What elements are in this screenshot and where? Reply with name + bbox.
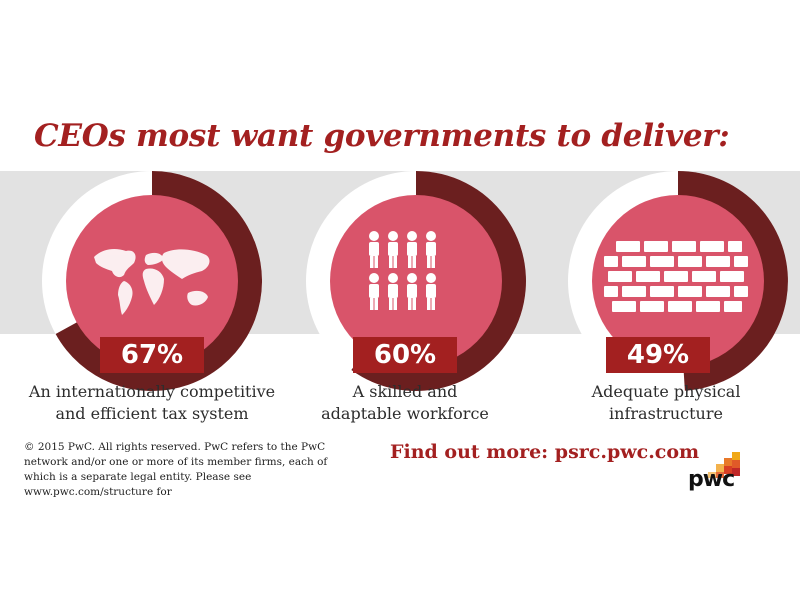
item-caption: A skilled and adaptable workforce: [270, 381, 540, 425]
donut-chart: [42, 171, 262, 391]
pwc-logo-icon: [708, 452, 740, 478]
people-icon: [369, 231, 436, 310]
pwc-logo-text: pwc: [688, 467, 735, 492]
chart-item-infrastructure: [568, 171, 800, 431]
item-caption: An internationally competitive and effic…: [17, 381, 287, 425]
brick-wall-icon: [604, 241, 748, 312]
chart-item-workforce: [306, 171, 566, 431]
caption-line: and efficient tax system: [55, 404, 249, 423]
donut-chart: [568, 171, 788, 391]
find-out-more-link[interactable]: Find out more: psrc.pwc.com: [390, 441, 700, 463]
donut-chart: [306, 171, 526, 391]
copyright-note: © 2015 PwC. All rights reserved. PwC ref…: [24, 441, 328, 498]
page-title: CEOs most want governments to deliver:: [34, 118, 730, 154]
caption-line: A skilled and: [352, 382, 458, 401]
value-label: 60%: [353, 337, 457, 373]
value-label: 49%: [606, 337, 710, 373]
caption-line: An internationally competitive: [28, 382, 276, 401]
value-label: 67%: [100, 337, 204, 373]
caption-line: adaptable workforce: [321, 404, 489, 423]
world-map-icon: [94, 249, 210, 315]
caption-line: Adequate physical: [591, 382, 741, 401]
caption-line: infrastructure: [609, 404, 723, 423]
item-caption: Adequate physical infrastructure: [531, 381, 800, 425]
chart-item-tax: [42, 171, 302, 431]
